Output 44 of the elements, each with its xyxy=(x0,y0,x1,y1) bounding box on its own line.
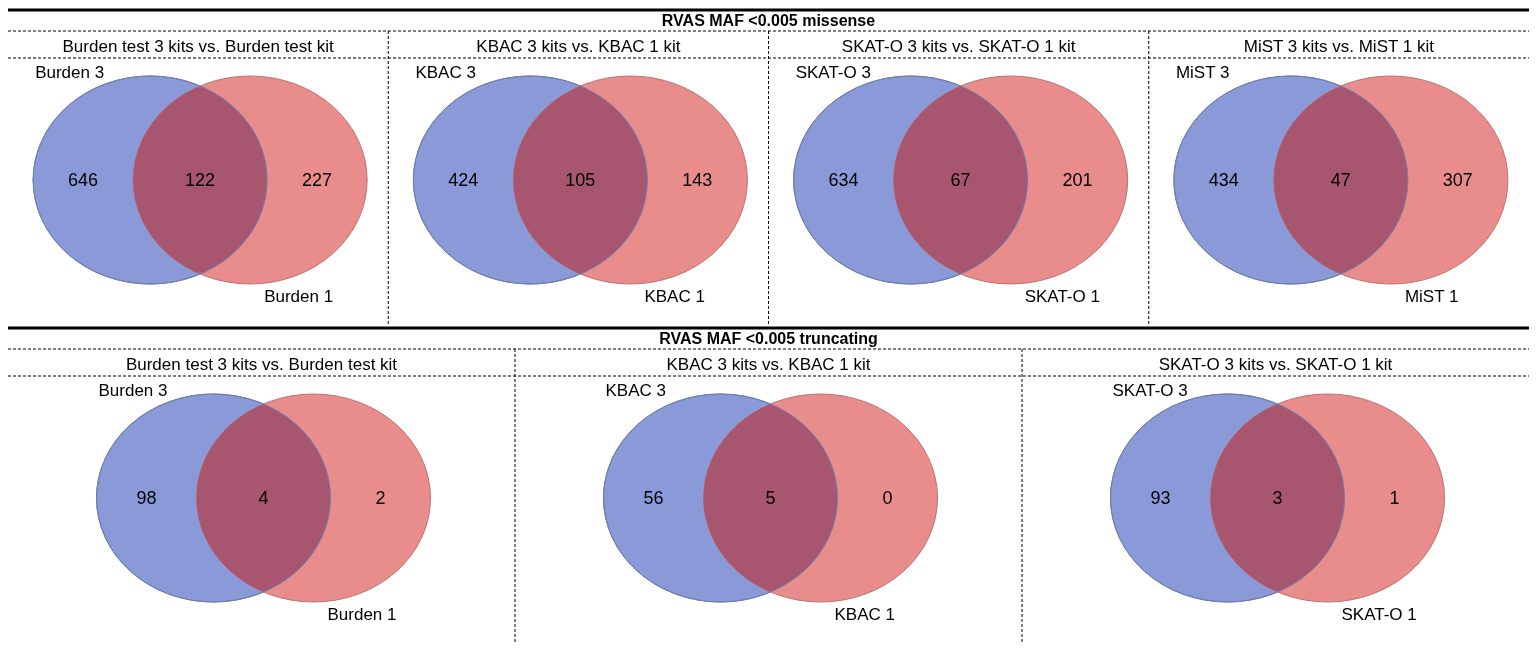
data-label: 201 xyxy=(1062,170,1093,190)
text: KBAC 3 kits vs. KBAC 1 kit xyxy=(476,37,681,56)
data-label: 434 xyxy=(1208,170,1239,190)
data-label: 0 xyxy=(882,488,893,508)
data-label: 93 xyxy=(1150,488,1171,508)
category-label: MiST 1 xyxy=(1404,287,1459,306)
text: Burden test 3 kits vs. Burden test kit xyxy=(125,355,398,374)
text: MiST 3 kits vs. MiST 1 kit xyxy=(1243,37,1435,56)
category-label: Burden 1 xyxy=(327,605,397,624)
category-label: MiST 3 xyxy=(1175,63,1230,82)
text: KBAC 3 kits vs. KBAC 1 kit xyxy=(666,355,871,374)
text: Burden test 3 kits vs. Burden test kit xyxy=(62,37,334,56)
category-label: Burden 1 xyxy=(264,287,334,306)
data-label: 98 xyxy=(136,488,157,508)
category-label: SKAT-O 1 xyxy=(1024,287,1100,306)
data-label: 424 xyxy=(448,170,479,190)
text: RVAS MAF <0.005 missense xyxy=(661,12,876,29)
data-label: 3 xyxy=(1272,488,1283,508)
category-label: SKAT-O 3 xyxy=(1112,381,1188,400)
data-label: 105 xyxy=(565,170,596,190)
data-label: 5 xyxy=(765,488,776,508)
data-label: 2 xyxy=(375,488,386,508)
data-label: 4 xyxy=(258,488,269,508)
text: SKAT-O 3 kits vs. SKAT-O 1 kit xyxy=(1158,355,1393,374)
data-label: 47 xyxy=(1330,170,1351,190)
data-label: 227 xyxy=(302,170,333,190)
category-label: SKAT-O 1 xyxy=(1341,605,1417,624)
data-label: 56 xyxy=(643,488,664,508)
data-label: 1 xyxy=(1389,488,1400,508)
category-label: KBAC 3 xyxy=(415,63,476,82)
category-label: Burden 3 xyxy=(35,63,105,82)
data-label: 646 xyxy=(68,170,99,190)
category-label: KBAC 1 xyxy=(644,287,705,306)
data-label: 307 xyxy=(1442,170,1473,190)
data-label: 122 xyxy=(185,170,216,190)
category-label: Burden 3 xyxy=(98,381,168,400)
category-label: KBAC 3 xyxy=(605,381,666,400)
data-label: 67 xyxy=(950,170,971,190)
category-label: KBAC 1 xyxy=(834,605,895,624)
data-label: 634 xyxy=(828,170,859,190)
category-label: SKAT-O 3 xyxy=(795,63,871,82)
data-label: 143 xyxy=(682,170,713,190)
text: RVAS MAF <0.005 truncating xyxy=(659,330,878,347)
text: SKAT-O 3 kits vs. SKAT-O 1 kit xyxy=(841,37,1076,56)
